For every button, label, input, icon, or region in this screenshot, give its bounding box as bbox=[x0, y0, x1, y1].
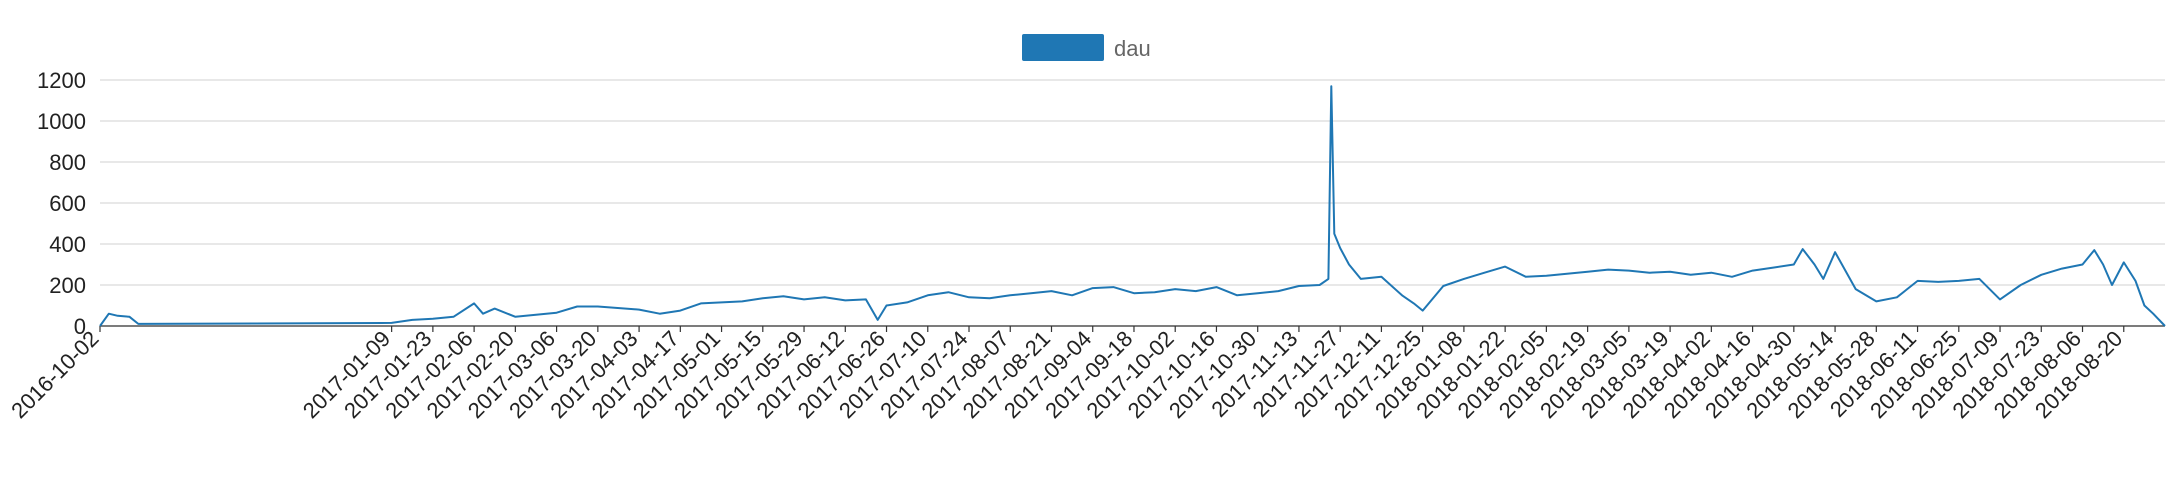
series-layer bbox=[99, 85, 2166, 327]
y-tick-label: 200 bbox=[49, 273, 86, 298]
x-tick-label: 2016-10-02 bbox=[6, 326, 103, 423]
series-line-dau[interactable] bbox=[99, 85, 2166, 327]
legend-swatch-dau[interactable] bbox=[1022, 34, 1104, 61]
x-axis: 2016-10-02 2017-01-092017-01-232017-02-06… bbox=[6, 325, 2165, 423]
y-tick-label: 0 bbox=[74, 314, 86, 339]
legend[interactable]: dau bbox=[1022, 34, 1151, 61]
y-tick-label: 600 bbox=[49, 191, 86, 216]
legend-label-dau[interactable]: dau bbox=[1114, 36, 1151, 61]
y-tick-label: 400 bbox=[49, 232, 86, 257]
y-tick-label: 1000 bbox=[37, 109, 86, 134]
y-tick-label: 1200 bbox=[37, 68, 86, 93]
y-tick-label: 800 bbox=[49, 150, 86, 175]
y-axis-tick-labels: 0 200 400 600 800 1000 1200 bbox=[37, 68, 86, 339]
grid-lines bbox=[100, 79, 2165, 327]
